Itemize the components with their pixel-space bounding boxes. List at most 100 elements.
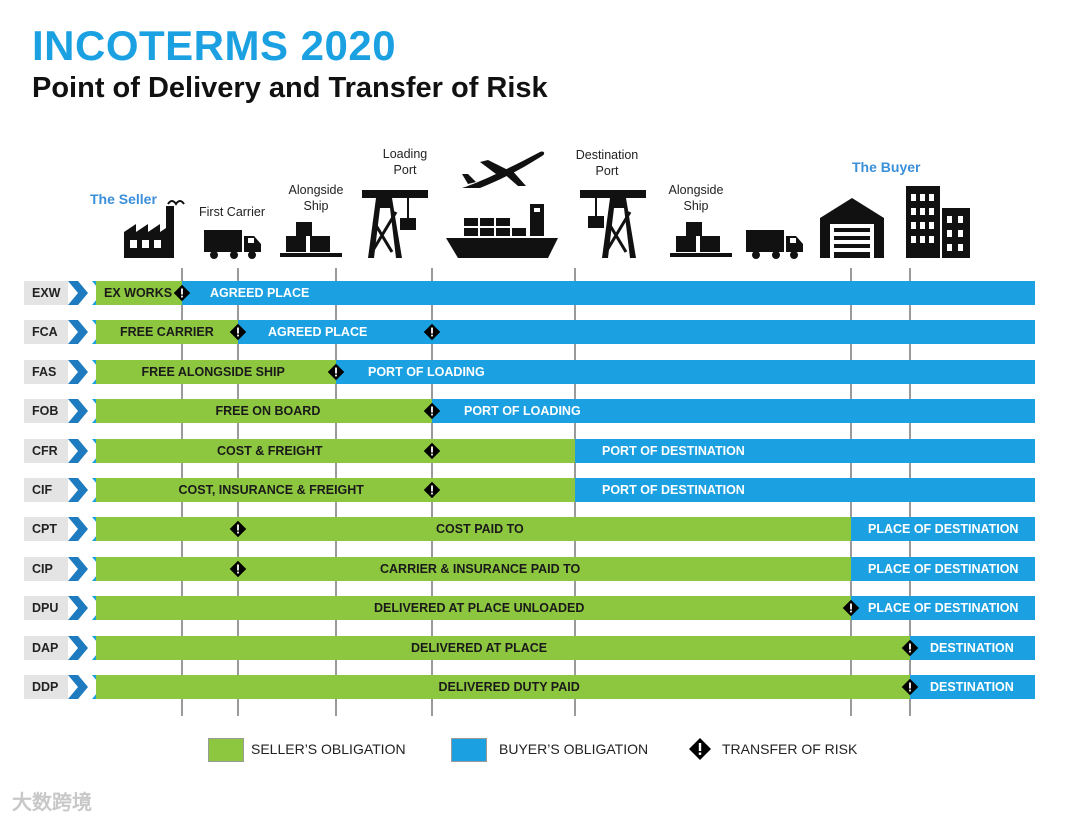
seller-obligation-label: DELIVERED DUTY PAID	[438, 680, 580, 694]
term-row-dap: DAP DELIVERED AT PLACE DESTINATION	[24, 636, 1036, 660]
alongside-ship-label: Alongside Ship	[288, 183, 344, 213]
buyer-obligation-label: PLACE OF DESTINATION	[868, 522, 1019, 536]
buyer-obligation-label: PORT OF LOADING	[368, 365, 485, 379]
factory-icon	[124, 200, 185, 258]
buyer-obligation-label: AGREED PLACE	[268, 325, 368, 339]
seller-obligation-bar	[96, 517, 851, 541]
chevron-right-icon	[68, 439, 88, 463]
transfer-of-risk-icon	[901, 639, 919, 657]
term-row-cip: CIP CARRIER & INSURANCE PAID TO PLACE OF D…	[24, 557, 1036, 581]
seller-obligation-label: EX WORKS	[104, 286, 173, 300]
transfer-of-risk-icon	[423, 481, 441, 499]
seller-obligation-bar	[96, 478, 575, 502]
buyer-obligation-bar	[910, 675, 1035, 699]
legend-risk-diamond-icon	[689, 738, 711, 760]
transfer-of-risk-icon	[423, 323, 441, 341]
seller-obligation-bar	[96, 439, 575, 463]
seller-obligation-bar	[96, 675, 910, 699]
term-code: FAS	[24, 360, 68, 384]
term-code: CPT	[24, 517, 68, 541]
term-code: EXW	[24, 281, 68, 305]
seller-obligation-label: COST, INSURANCE & FREIGHT	[178, 483, 364, 497]
seller-obligation-label: FREE ON BOARD	[215, 404, 321, 418]
term-code: CIF	[24, 478, 68, 502]
seller-obligation-bar	[96, 636, 910, 660]
buyer-obligation-bar	[851, 517, 1035, 541]
seller-obligation-bar	[96, 281, 182, 305]
buyer-obligation-label: PLACE OF DESTINATION	[868, 562, 1019, 576]
legend-buyer-label: BUYER’S OBLIGATION	[499, 741, 649, 757]
buyer-obligation-label: PORT OF DESTINATION	[602, 444, 745, 458]
transfer-of-risk-icon	[229, 323, 247, 341]
buyer-obligation-bar	[182, 281, 1035, 305]
seller-obligation-label: FREE CARRIER	[120, 325, 214, 339]
seller-label: The Seller	[90, 191, 157, 207]
buyer-obligation-bar	[575, 478, 1035, 502]
transfer-of-risk-icon	[229, 560, 247, 578]
seller-obligation-label: DELIVERED AT PLACE	[411, 641, 548, 655]
buyer-label: The Buyer	[852, 159, 921, 175]
alongside-ship-label-2: Alongside Ship	[668, 183, 724, 213]
watermark: 大数跨境	[12, 792, 92, 814]
term-code: DPU	[24, 596, 68, 620]
chevron-right-icon	[68, 675, 88, 699]
pallet-boxes-icon	[280, 222, 342, 257]
legend-seller-swatch	[208, 738, 244, 762]
chevron-right-icon	[68, 320, 88, 344]
loading-port-label: Loading Port	[382, 147, 428, 177]
buyer-obligation-label: PORT OF LOADING	[464, 404, 581, 418]
chevron-right-icon	[68, 360, 88, 384]
buyer-obligation-label: PORT OF DESTINATION	[602, 483, 745, 497]
destination-port-label: Destination Port	[575, 148, 639, 178]
chevron-right-icon	[68, 517, 88, 541]
buyer-obligation-label: PLACE OF DESTINATION	[868, 601, 1019, 615]
chevron-right-icon	[68, 399, 88, 423]
term-row-fas: FAS FREE ALONGSIDE SHIP PORT OF LOADING	[24, 360, 1036, 384]
term-row-cpt: CPT COST PAID TO PLACE OF DESTINATION	[24, 517, 1036, 541]
transfer-of-risk-icon	[423, 442, 441, 460]
term-code: DAP	[24, 636, 68, 660]
seller-obligation-label: FREE ALONGSIDE SHIP	[141, 365, 285, 379]
transfer-of-risk-icon	[229, 520, 247, 538]
seller-obligation-label: CARRIER & INSURANCE PAID TO	[380, 562, 581, 576]
buyer-obligation-label: DESTINATION	[930, 680, 1014, 694]
term-row-dpu: DPU DELIVERED AT PLACE UNLOADED PLACE OF D…	[24, 596, 1036, 620]
chevron-right-icon	[68, 557, 88, 581]
buyer-obligation-bar	[336, 360, 1035, 384]
port-crane-icon	[362, 190, 428, 258]
chevron-right-icon	[68, 596, 88, 620]
office-buildings-icon	[906, 186, 970, 258]
buyer-obligation-label: DESTINATION	[930, 641, 1014, 655]
page-title: INCOTERMS 2020	[32, 22, 397, 69]
chevron-right-icon	[68, 478, 88, 502]
term-row-cif: CIF COST, INSURANCE & FREIGHT PORT OF DEST…	[24, 478, 1036, 502]
seller-obligation-bar	[96, 557, 851, 581]
seller-obligation-label: COST & FREIGHT	[217, 444, 323, 458]
buyer-obligation-bar	[575, 439, 1035, 463]
term-row-fob: FOB FREE ON BOARD PORT OF LOADING	[24, 399, 1036, 423]
legend-buyer-swatch	[451, 738, 487, 762]
truck-icon	[746, 230, 803, 259]
chevron-right-icon	[68, 281, 88, 305]
seller-obligation-label: DELIVERED AT PLACE UNLOADED	[374, 601, 585, 615]
buyer-obligation-label: AGREED PLACE	[210, 286, 310, 300]
legend-risk-label: TRANSFER OF RISK	[722, 741, 858, 757]
transfer-of-risk-icon	[901, 678, 919, 696]
buyer-obligation-bar	[851, 596, 1035, 620]
cargo-ship-icon	[446, 204, 558, 258]
term-code: FOB	[24, 399, 68, 423]
term-row-cfr: CFR COST & FREIGHT PORT OF DESTINATION	[24, 439, 1036, 463]
term-row-fca: FCA FREE CARRIER AGREED PLACE	[24, 320, 1036, 344]
airplane-icon	[462, 151, 545, 188]
chevron-right-icon	[68, 636, 88, 660]
legend-seller-label: SELLER’S OBLIGATION	[251, 741, 406, 757]
seller-obligation-bar	[96, 320, 238, 344]
buyer-obligation-bar	[238, 320, 1035, 344]
transfer-of-risk-icon	[173, 284, 191, 302]
term-row-ddp: DDP DELIVERED DUTY PAID DESTINATION	[24, 675, 1036, 699]
page-subtitle: Point of Delivery and Transfer of Risk	[32, 72, 548, 104]
buyer-obligation-bar	[910, 636, 1035, 660]
first-carrier-label: First Carrier	[199, 205, 265, 219]
buyer-obligation-bar	[851, 557, 1035, 581]
transfer-of-risk-icon	[423, 402, 441, 420]
